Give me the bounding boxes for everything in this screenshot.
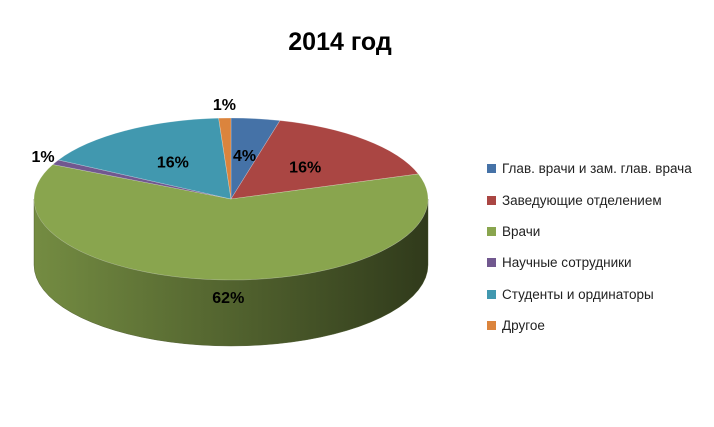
pie-slice-4 [57, 117, 232, 200]
data-labels: 4% 16% 62% 1% 16% 1% [31, 97, 321, 307]
pie-slice-2 [33, 164, 429, 281]
legend-label: Другое [502, 318, 545, 334]
legend-item: Другое [487, 310, 714, 341]
data-label-3: 1% [31, 149, 54, 166]
data-label-0: 4% [233, 148, 256, 165]
pie-slice-3 [52, 159, 232, 200]
legend-swatch [487, 289, 496, 299]
legend-swatch [487, 258, 496, 268]
legend-swatch [487, 226, 496, 236]
legend-label: Научные сотрудники [502, 255, 632, 271]
data-label-4: 16% [157, 154, 189, 171]
legend-label: Заведующие отделением [502, 192, 662, 208]
legend-item: Врачи [487, 216, 714, 247]
pie-slice-0 [230, 117, 281, 201]
legend-item: Студенты и ординаторы [487, 279, 714, 310]
legend-item: Заведующие отделением [487, 184, 714, 215]
legend-item: Глав. врачи и зам. глав. врача [487, 153, 714, 184]
data-label-2: 62% [212, 290, 244, 307]
pie-top [33, 117, 429, 281]
legend-label: Студенты и ординаторы [502, 286, 654, 302]
legend-swatch [487, 321, 496, 331]
legend-item: Научные сотрудники [487, 247, 714, 278]
pie-slice-1 [230, 120, 419, 200]
legend-swatch [487, 164, 496, 174]
legend-label: Врачи [502, 223, 541, 239]
pie-slice-5 [218, 117, 232, 200]
chart-title: 2014 год [288, 28, 392, 56]
legend-label: Глав. врачи и зам. глав. врача [502, 161, 692, 177]
data-label-1: 16% [289, 160, 321, 177]
legend-swatch [487, 195, 496, 205]
data-label-5: 1% [213, 97, 236, 114]
legend: Глав. врачи и зам. глав. врача Заведующи… [487, 153, 714, 341]
